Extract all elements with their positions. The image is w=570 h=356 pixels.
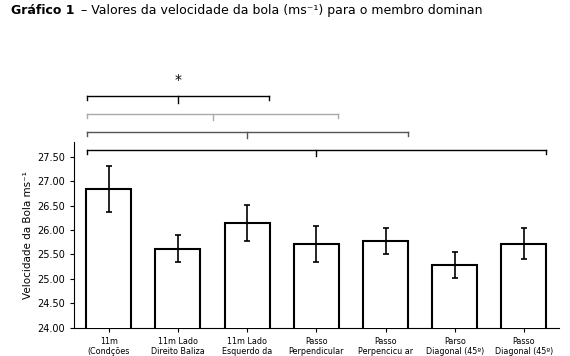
Bar (86, 189, 131, 356)
Bar (225, 223, 270, 356)
Text: *: * (174, 73, 181, 87)
Bar (156, 248, 201, 356)
Bar (502, 244, 547, 356)
Y-axis label: Velocidade da Bola ms⁻¹: Velocidade da Bola ms⁻¹ (23, 171, 33, 299)
Bar (432, 265, 477, 356)
Text: Gráfico 1: Gráfico 1 (11, 4, 75, 17)
Text: – Valores da velocidade da bola (ms⁻¹) para o membro dominan: – Valores da velocidade da bola (ms⁻¹) p… (77, 4, 482, 17)
Bar (363, 241, 408, 356)
Bar (294, 244, 339, 356)
